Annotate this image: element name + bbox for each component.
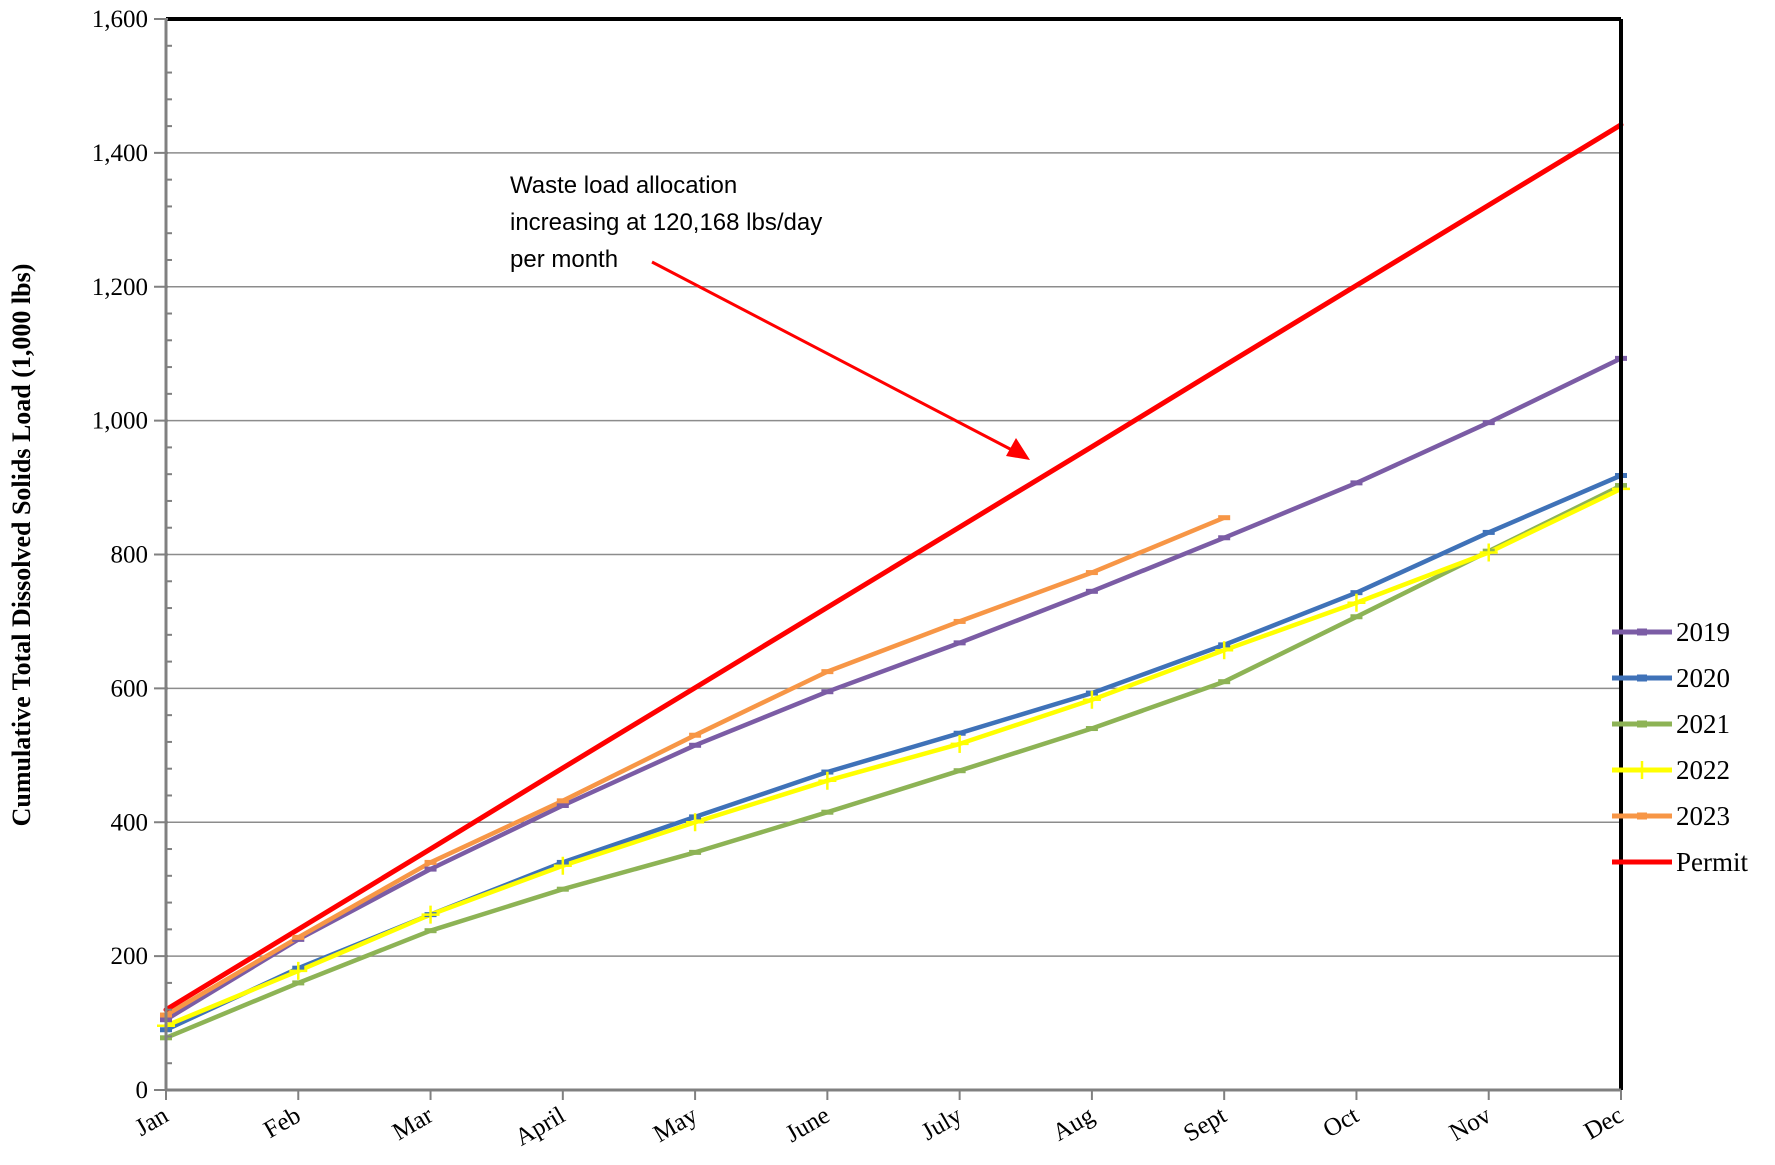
x-tick-label: Mar (388, 1101, 438, 1146)
annotation-arrow-shaft (651, 260, 1013, 452)
data-point-2022 (1215, 641, 1234, 660)
data-point-2022 (1347, 593, 1366, 612)
annotation-text-line: Waste load allocation (510, 172, 737, 199)
data-point-2022 (1479, 543, 1498, 562)
series-line-2019 (163, 356, 1624, 1022)
y-tick-label: 1,000 (92, 408, 148, 435)
x-tick-label: Dec (1580, 1102, 1628, 1146)
data-point-2022 (818, 771, 837, 790)
legend-label: 2022 (1676, 755, 1730, 785)
y-tick-label: 0 (136, 1077, 149, 1104)
y-tick-label: 1,200 (92, 274, 148, 301)
x-tick-label: Jan (131, 1102, 174, 1142)
data-point-2022 (421, 905, 440, 924)
series-line-2023 (163, 515, 1227, 1018)
legend-label: 2023 (1676, 801, 1730, 831)
x-tick-label: April (511, 1102, 570, 1152)
series-markers (157, 355, 1630, 1041)
data-point-2022 (1082, 690, 1101, 709)
x-tick-label: Nov (1445, 1102, 1496, 1147)
x-tick-label: Oct (1319, 1102, 1364, 1143)
y-tick-label: 200 (111, 943, 149, 970)
legend-item-permit: Permit (1612, 847, 1748, 877)
legend-item-2022: 2022 (1612, 755, 1730, 785)
series-line-2022 (163, 486, 1624, 1028)
legend-item-2020: 2020 (1612, 663, 1730, 693)
x-tick-label: Aug (1048, 1102, 1099, 1147)
y-tick-label: 800 (111, 542, 149, 569)
legend: 2019 2020 2021 2022 2023 Permit (1612, 617, 1748, 877)
legend-item-2021: 2021 (1612, 709, 1730, 739)
x-tick-label: Sept (1179, 1102, 1231, 1148)
y-tick-label: 1,400 (92, 140, 148, 167)
data-point-2022 (553, 856, 572, 875)
legend-item-2023: 2023 (1612, 801, 1730, 831)
data-point-2022 (289, 961, 308, 980)
annotation: Waste load allocation increasing at 120,1… (510, 172, 1030, 460)
series-lines (163, 122, 1624, 1041)
x-tick-label: May (649, 1102, 703, 1149)
data-point-2022 (950, 734, 969, 753)
annotation-arrow-head (1006, 438, 1030, 460)
gridlines (166, 152, 1621, 957)
legend-label: 2020 (1676, 663, 1730, 693)
series-line-permit (163, 122, 1624, 1013)
y-axis-title: Cumulative Total Dissolved Solids Load (… (7, 264, 36, 827)
legend-label: 2021 (1676, 709, 1730, 739)
legend-label: Permit (1676, 847, 1748, 877)
annotation-text-line: per month (510, 246, 618, 273)
x-tick-label: July (917, 1102, 967, 1146)
legend-label: 2019 (1676, 617, 1730, 647)
x-tick-label: June (781, 1102, 834, 1148)
series-line-2021 (163, 483, 1624, 1041)
legend-item-2019: 2019 (1612, 617, 1730, 647)
y-tick-label: 400 (111, 809, 149, 836)
y-tick-label: 1,600 (92, 6, 148, 33)
y-tick-label: 600 (111, 675, 149, 702)
axes: 0 200 400 600 800 1,000 1,200 1,400 1,600 Jan Feb M… (92, 6, 1628, 1152)
data-point-2022 (686, 813, 705, 832)
annotation-text-line: increasing at 120,168 lbs/day (510, 209, 822, 236)
x-tick-label: Feb (259, 1102, 305, 1144)
